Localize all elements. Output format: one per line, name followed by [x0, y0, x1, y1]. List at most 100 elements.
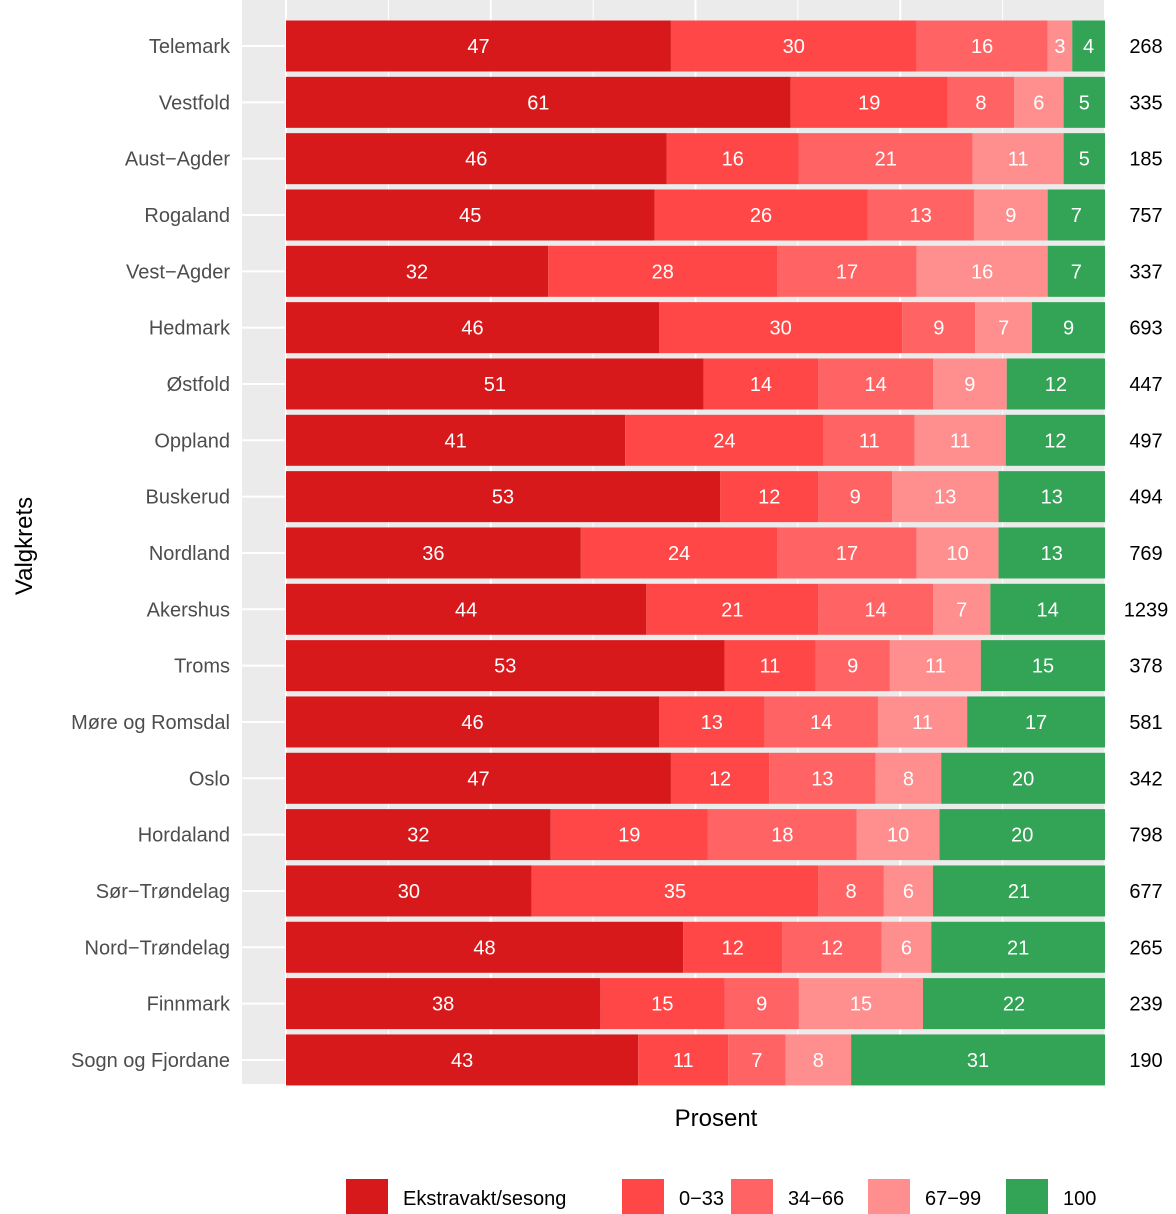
legend-item: Ekstravakt/sesong: [346, 1179, 566, 1214]
bar-segment: [916, 245, 1048, 297]
data-label: 6: [1033, 92, 1044, 114]
bar-segment: [670, 752, 770, 804]
data-label: 13: [934, 487, 956, 509]
bar-segment: [867, 189, 974, 241]
bar-segment: [286, 921, 684, 973]
bar-segment: [286, 358, 704, 410]
data-label: 13: [701, 712, 723, 734]
total-label: 342: [1129, 768, 1162, 790]
bar-segment: [764, 696, 878, 748]
category-label: Østfold: [167, 374, 230, 396]
legend: Ekstravakt/sesong 0−33 34−66 67−99 100: [346, 1179, 1096, 1214]
bar-segment: [286, 752, 671, 804]
total-label: 581: [1129, 712, 1162, 734]
data-label: 21: [1008, 881, 1030, 903]
bar-segment: [818, 358, 934, 410]
data-label: 45: [459, 205, 481, 227]
legend-key: [1006, 1179, 1048, 1214]
category-label: Buskerud: [146, 487, 231, 509]
data-label: 9: [850, 487, 861, 509]
data-label: 20: [1011, 825, 1033, 847]
bar-segment: [1005, 414, 1105, 466]
bar-segment: [818, 865, 884, 917]
bar-segment: [666, 133, 799, 185]
bar-segment: [933, 583, 991, 635]
bar-segment: [975, 302, 1033, 354]
data-label: 36: [422, 543, 444, 565]
bar-row: Møre og Romsdal 46 13 14 11 17 581: [71, 696, 1163, 748]
legend-label: 34−66: [788, 1188, 844, 1210]
legend-label: 0−33: [679, 1188, 724, 1210]
data-label: 35: [664, 881, 686, 903]
data-label: 61: [527, 92, 549, 114]
data-label: 13: [1041, 543, 1063, 565]
bar-segment: [286, 640, 725, 692]
data-label: 51: [484, 374, 506, 396]
bar-segment: [286, 809, 551, 861]
bar-segment: [600, 978, 725, 1030]
bar-segment: [286, 245, 549, 297]
bar-segment: [972, 133, 1064, 185]
data-label: 24: [713, 430, 735, 452]
data-label: 13: [1041, 487, 1063, 509]
bar-segment: [1047, 20, 1073, 72]
bar-segment: [798, 133, 973, 185]
bar-segment: [286, 414, 626, 466]
bar-segment: [286, 865, 532, 917]
bar-segment: [286, 76, 791, 128]
data-label: 16: [722, 149, 744, 171]
category-label: Nord−Trøndelag: [85, 937, 230, 959]
bar-row: Oppland 41 24 11 11 12 497: [154, 414, 1163, 466]
bar-segment: [851, 1034, 1105, 1086]
bar-segment: [889, 640, 981, 692]
data-label: 17: [836, 543, 858, 565]
bar-segment: [646, 583, 819, 635]
bar-segment: [1014, 76, 1064, 128]
data-label: 41: [444, 430, 466, 452]
total-label: 268: [1129, 36, 1162, 58]
bar-segment: [286, 133, 667, 185]
data-label: 14: [810, 712, 832, 734]
bar-segment: [967, 696, 1105, 748]
data-label: 5: [1079, 149, 1090, 171]
data-label: 53: [494, 656, 516, 678]
bar-segment: [286, 978, 601, 1030]
data-label: 28: [652, 261, 674, 283]
data-label: 30: [770, 318, 792, 340]
legend-item: 100: [1006, 1179, 1096, 1214]
bar-segment: [286, 20, 671, 72]
data-label: 3: [1054, 36, 1065, 58]
total-label: 693: [1129, 318, 1162, 340]
legend-item: 34−66: [731, 1179, 844, 1214]
bar-segment: [670, 20, 917, 72]
data-label: 6: [901, 937, 912, 959]
data-label: 21: [721, 599, 743, 621]
data-label: 11: [950, 430, 971, 452]
total-label: 769: [1129, 543, 1162, 565]
bar-segment: [659, 696, 765, 748]
data-label: 12: [709, 768, 731, 790]
data-label: 10: [946, 543, 968, 565]
bar-row: Rogaland 45 26 13 9 7 757: [144, 189, 1163, 241]
data-label: 20: [1012, 768, 1034, 790]
data-label: 12: [1044, 430, 1066, 452]
bar-segment: [931, 921, 1105, 973]
data-label: 11: [673, 1050, 694, 1072]
data-label: 7: [751, 1050, 762, 1072]
bar-segment: [286, 189, 655, 241]
category-label: Aust−Agder: [125, 149, 230, 171]
bar-segment: [703, 358, 819, 410]
bar-row: Akershus 44 21 14 7 14 1239: [147, 583, 1168, 635]
bar-segment: [875, 752, 942, 804]
data-label: 19: [618, 825, 640, 847]
bar-row: Sogn og Fjordane 43 11 7 8 31 190: [71, 1034, 1163, 1086]
data-label: 32: [406, 261, 428, 283]
data-label: 32: [407, 825, 429, 847]
bar-segment: [923, 978, 1105, 1030]
data-label: 44: [455, 599, 477, 621]
x-axis-title: Prosent: [675, 1105, 758, 1132]
data-label: 9: [1063, 318, 1074, 340]
bar-row: Østfold 51 14 14 9 12 447: [167, 358, 1163, 410]
bar-segment: [933, 865, 1105, 917]
data-label: 8: [903, 768, 914, 790]
